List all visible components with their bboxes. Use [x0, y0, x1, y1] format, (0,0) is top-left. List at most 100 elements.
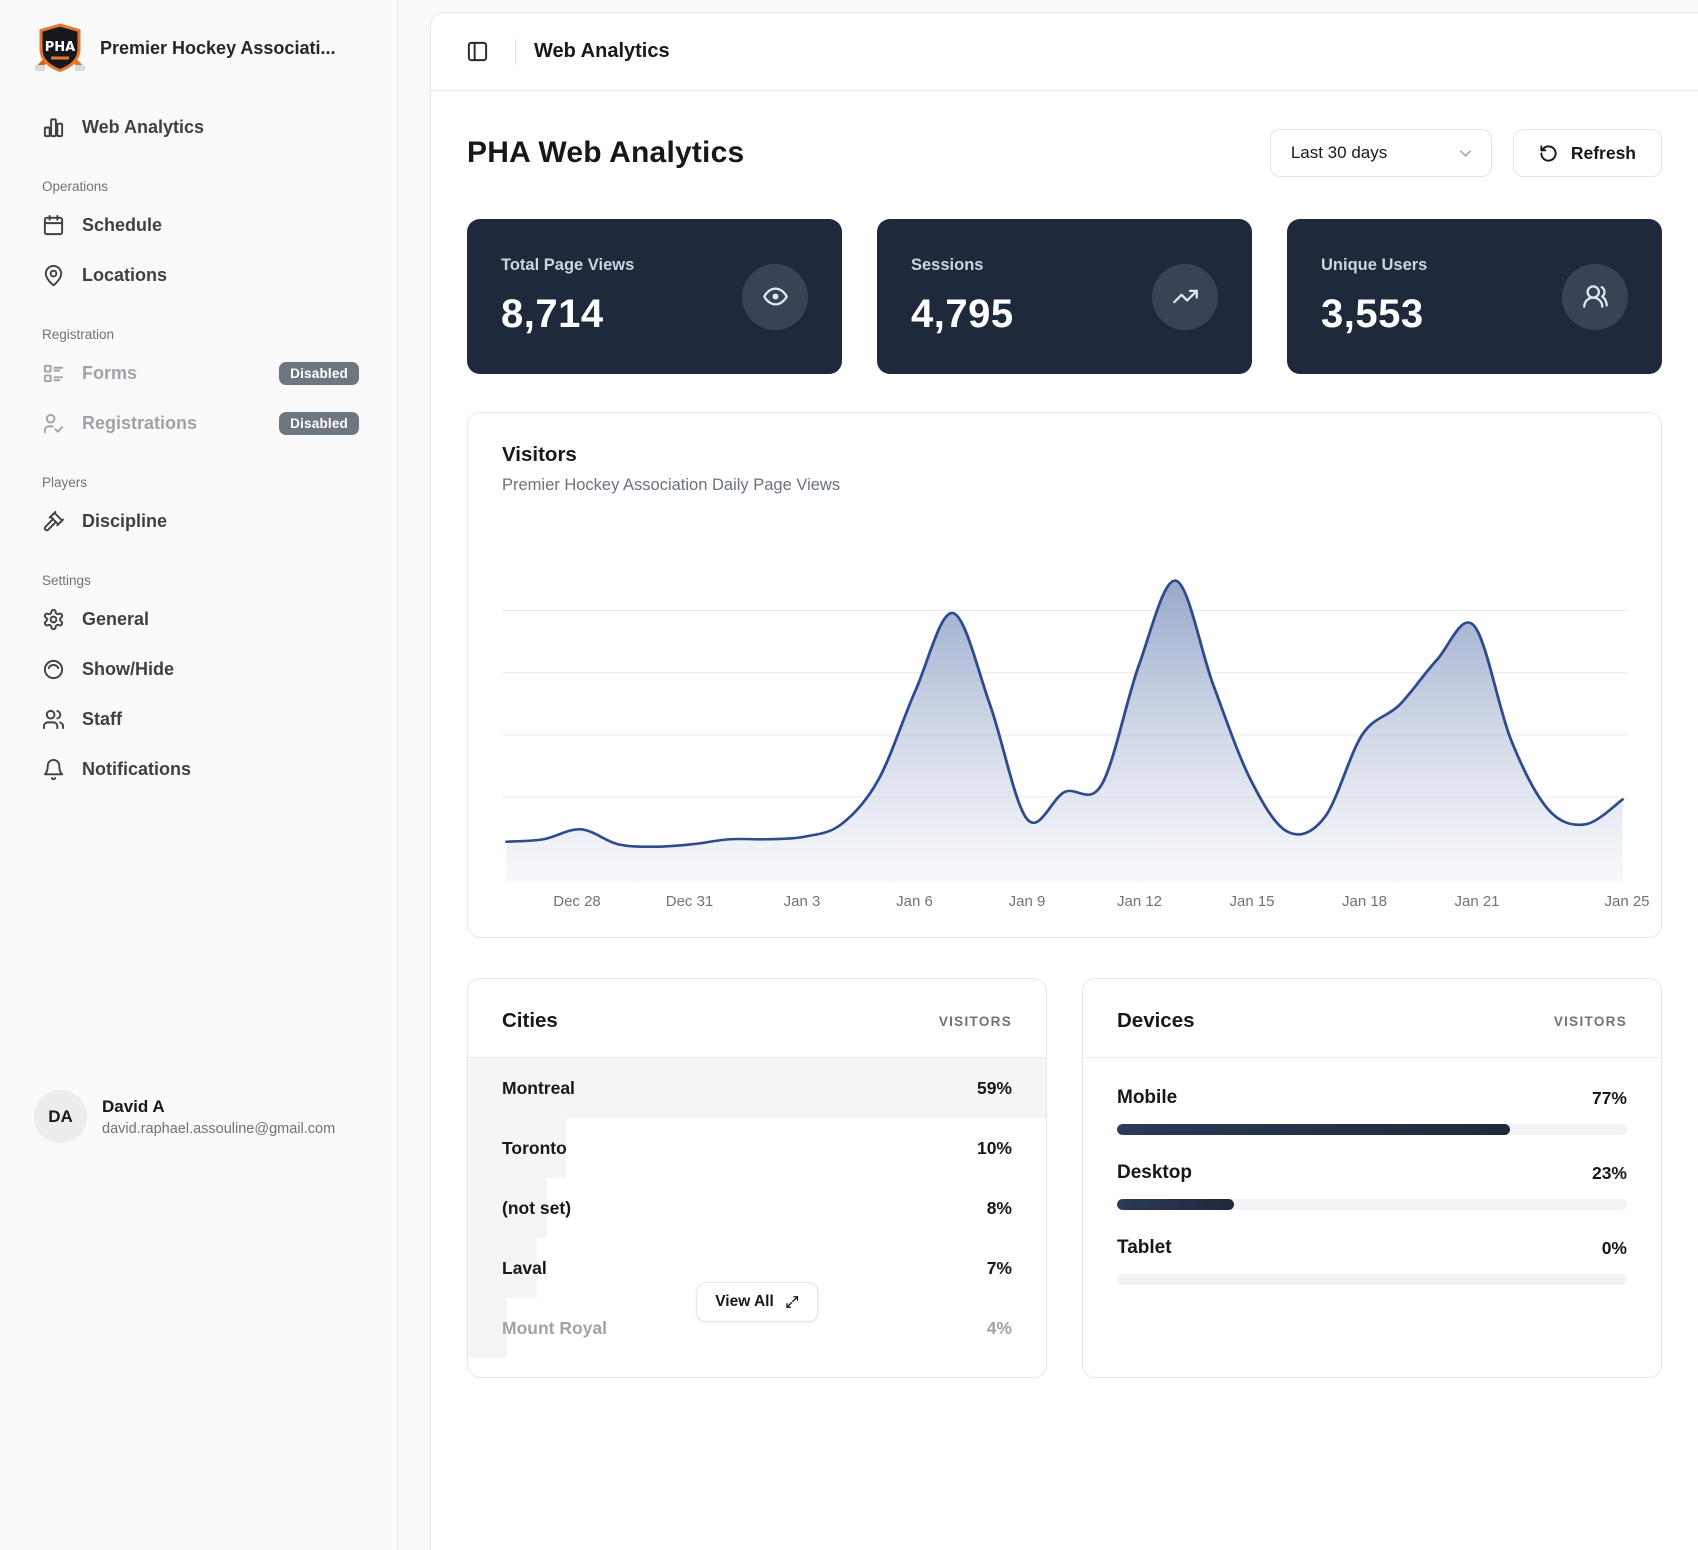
- chart-title: Visitors: [502, 443, 1627, 467]
- cities-card: Cities VISITORS Montreal59%Toronto10%(no…: [467, 978, 1047, 1378]
- user-menu[interactable]: DA David A david.raphael.assouline@gmail…: [34, 1090, 335, 1143]
- org-switcher[interactable]: PHA Premier Hockey Associati...: [34, 22, 367, 74]
- devices-title: Devices: [1117, 1009, 1195, 1033]
- avatar: DA: [34, 1090, 87, 1143]
- x-axis-tick: Jan 3: [784, 893, 821, 910]
- pha-logo-icon: PHA: [34, 22, 86, 74]
- sidebar-item-registrations[interactable]: Registrations Disabled: [34, 398, 367, 448]
- x-axis-tick: Jan 21: [1454, 893, 1499, 910]
- stat-value: 8,714: [501, 292, 634, 337]
- device-visitors-pct: 77%: [1592, 1088, 1627, 1109]
- sidebar-item-label: Web Analytics: [82, 117, 204, 138]
- sidebar-item-forms[interactable]: FormsDisabled: [34, 348, 367, 398]
- content: PHA Web Analytics Last 30 days Refresh T…: [431, 91, 1698, 1378]
- city-row--not-set-: (not set) 8%: [468, 1178, 1046, 1238]
- sidebar-item-label: Registrations: [82, 413, 197, 434]
- sidebar-item-notifications[interactable]: Notifications: [34, 744, 367, 794]
- chevron-down-icon: [1456, 144, 1475, 163]
- device-row-tablet: Tablet0%: [1117, 1237, 1627, 1285]
- main-panel: Web Analytics PHA Web Analytics Last 30 …: [430, 12, 1698, 1550]
- x-axis-tick: Jan 25: [1604, 893, 1649, 910]
- chart-x-axis-labels: Dec 28Dec 31Jan 3Jan 6Jan 9Jan 12Jan 15J…: [502, 893, 1627, 915]
- cities-title: Cities: [502, 1009, 558, 1033]
- sidebar-item-label: Discipline: [82, 511, 167, 532]
- section-title-operations: Operations: [42, 179, 367, 194]
- sidebar-item-general[interactable]: General: [34, 594, 367, 644]
- city-visitors-pct: 8%: [987, 1198, 1012, 1219]
- stat-card-sessions: Sessions4,795: [877, 219, 1252, 374]
- sidebar-toggle-button[interactable]: [457, 32, 497, 72]
- forms-icon: [42, 362, 65, 385]
- bell-icon: [42, 758, 65, 781]
- city-name: Laval: [502, 1258, 547, 1279]
- x-axis-tick: Jan 15: [1229, 893, 1274, 910]
- devices-rows: Mobile 77% Desktop23% Tablet0%: [1083, 1058, 1661, 1285]
- device-name: Mobile: [1117, 1087, 1177, 1109]
- stat-value: 3,553: [1321, 292, 1427, 337]
- stat-icon-circle: [1152, 264, 1218, 330]
- x-axis-tick: Jan 6: [896, 893, 933, 910]
- date-range-value: Last 30 days: [1291, 143, 1387, 163]
- city-row-toronto: Toronto10%: [468, 1118, 1046, 1178]
- city-visitors-pct: 10%: [977, 1138, 1012, 1159]
- expand-icon: [785, 1295, 799, 1309]
- city-visitors-pct: 7%: [987, 1258, 1012, 1279]
- sidebar-item-locations[interactable]: Locations: [34, 250, 367, 300]
- sidebar-item-staff[interactable]: Staff: [34, 694, 367, 744]
- section-title-registration: Registration: [42, 327, 367, 342]
- disabled-badge: Disabled: [279, 362, 359, 385]
- device-visitors-pct: 23%: [1592, 1163, 1627, 1184]
- map-pin-icon: [42, 264, 65, 287]
- view-all-label: View All: [715, 1293, 774, 1311]
- sidebar: PHA Premier Hockey Associati... Web Anal…: [0, 0, 398, 1550]
- sidebar-item-show-hide[interactable]: Show/Hide: [34, 644, 367, 694]
- sidebar-item-label: Show/Hide: [82, 659, 174, 680]
- device-row-desktop: Desktop23%: [1117, 1162, 1627, 1210]
- city-name: (not set): [502, 1198, 571, 1219]
- panel-left-icon: [466, 40, 489, 63]
- devices-visitors-header: VISITORS: [1554, 1014, 1627, 1029]
- chart-subtitle: Premier Hockey Association Daily Page Vi…: [502, 476, 1627, 495]
- device-progress-fill: [1117, 1124, 1510, 1135]
- sidebar-item-label: Staff: [82, 709, 122, 730]
- date-range-select[interactable]: Last 30 days: [1270, 129, 1492, 177]
- device-progress-fill: [1117, 1199, 1234, 1210]
- stat-label: Total Page Views: [501, 256, 634, 275]
- stat-label: Unique Users: [1321, 256, 1427, 275]
- sidebar-item-web-analytics[interactable]: Web Analytics: [34, 102, 367, 152]
- device-name: Tablet: [1117, 1237, 1172, 1259]
- x-axis-tick: Jan 12: [1117, 893, 1162, 910]
- sidebar-item-label: Schedule: [82, 215, 162, 236]
- stat-card-total-page-views: Total Page Views 8,714: [467, 219, 842, 374]
- refresh-label: Refresh: [1571, 143, 1636, 164]
- chart-area-fill: [506, 581, 1622, 883]
- city-visitors-pct: 4%: [987, 1318, 1012, 1339]
- sidebar-item-label: General: [82, 609, 149, 630]
- calendar-icon: [42, 214, 65, 237]
- view-all-button[interactable]: View All: [696, 1282, 818, 1322]
- stats-row: Total Page Views8,714Sessions4,795Unique…: [467, 219, 1662, 374]
- sidebar-item-discipline[interactable]: Discipline: [34, 496, 367, 546]
- city-name: Mount Royal: [502, 1318, 607, 1339]
- device-row-mobile: Mobile 77%: [1117, 1087, 1627, 1135]
- gavel-icon: [42, 510, 65, 533]
- sidebar-item-schedule[interactable]: Schedule: [34, 200, 367, 250]
- bar-chart-icon: [42, 116, 65, 139]
- eye-toggle-icon: [42, 658, 65, 681]
- topbar-divider: [515, 39, 516, 65]
- eye-icon: [762, 283, 789, 310]
- sidebar-nav: Web Analytics Operations Schedule Locations…: [34, 102, 367, 794]
- refresh-button[interactable]: Refresh: [1513, 129, 1662, 177]
- breadcrumb: Web Analytics: [534, 40, 670, 63]
- topbar: Web Analytics: [431, 13, 1698, 91]
- stat-card-unique-users: Unique Users 3,553: [1287, 219, 1662, 374]
- disabled-badge: Disabled: [279, 412, 359, 435]
- users-icon: [42, 708, 65, 731]
- city-visitors-pct: 59%: [977, 1078, 1012, 1099]
- stat-icon-circle: [1562, 264, 1628, 330]
- sidebar-item-label: Locations: [82, 265, 167, 286]
- city-row-montreal: Montreal59%: [468, 1058, 1046, 1118]
- refresh-icon: [1539, 144, 1558, 163]
- users-round-icon: [1582, 283, 1609, 310]
- x-axis-tick: Jan 18: [1342, 893, 1387, 910]
